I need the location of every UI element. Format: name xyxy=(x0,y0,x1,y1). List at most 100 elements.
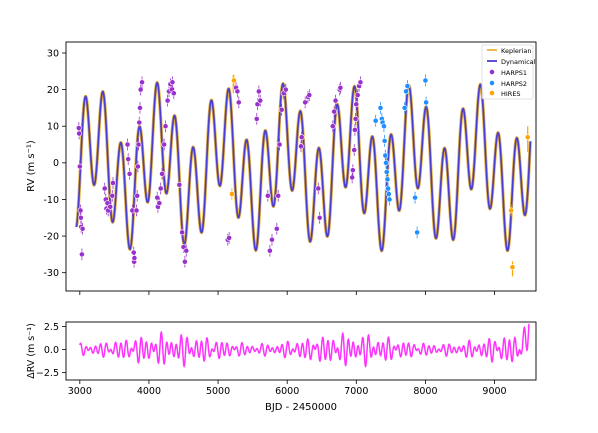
residual-y-tick-label: −2.5 xyxy=(36,368,59,379)
harps1-point xyxy=(137,83,144,96)
harps1-point xyxy=(298,131,305,144)
residual-line xyxy=(79,323,530,368)
legend-label-harps1: HARPS1 xyxy=(501,69,527,77)
legend-label-keplerian: Keplerian xyxy=(501,47,531,55)
harps2-point xyxy=(383,166,390,178)
legend-item-harps2: HARPS2 xyxy=(489,80,527,88)
harps2-point xyxy=(384,173,391,186)
legend-item-hires: HIRES xyxy=(489,90,521,98)
harps1-point xyxy=(316,211,323,224)
legend-item-keplerian: Keplerian xyxy=(487,47,531,55)
harps1-point xyxy=(276,138,283,151)
harps1-point xyxy=(161,138,168,151)
harps1-point xyxy=(101,182,108,195)
harps2-point xyxy=(401,102,408,114)
harps1-point xyxy=(159,167,165,180)
x-axis-label: BJD - 2450000 xyxy=(265,402,337,413)
harps1-point xyxy=(183,244,190,257)
rv-panel: 30 20 10 0 -10 -20 -30 RV (m s⁻¹) xyxy=(26,41,537,295)
harps2-point xyxy=(423,96,430,109)
harps2-point xyxy=(414,226,421,239)
rv-y-tick-label: 10 xyxy=(47,122,59,133)
harps2-point xyxy=(385,188,392,200)
harps1-point xyxy=(234,85,241,98)
harps1-point xyxy=(131,252,138,264)
harps2-point xyxy=(404,80,411,92)
residual-x-ticks: 3000 4000 5000 6000 7000 8000 9000 xyxy=(68,380,507,397)
harps1-point xyxy=(126,167,133,180)
legend-item-harps1: HARPS1 xyxy=(489,69,527,77)
x-tick-label: 5000 xyxy=(206,386,230,397)
x-tick-label: 4000 xyxy=(137,386,161,397)
harps1-point xyxy=(76,160,83,173)
harps2-point xyxy=(372,114,379,127)
harps1-point xyxy=(253,113,260,125)
harps1-point xyxy=(109,189,116,202)
harps1-point xyxy=(107,200,114,213)
rv-y-tick-label: 30 xyxy=(47,48,59,59)
harps2-point xyxy=(422,74,429,87)
harps1-point xyxy=(266,244,273,257)
harps1-point xyxy=(315,182,322,195)
harps1-point xyxy=(357,76,364,89)
harps1-point xyxy=(306,89,313,101)
harps1-point xyxy=(332,94,339,107)
rv-y-axis-label: RV (m s⁻¹) xyxy=(26,140,37,192)
harps1-point xyxy=(351,144,358,156)
harps1-point xyxy=(133,204,140,217)
x-tick-label: 8000 xyxy=(413,386,437,397)
harps1-point xyxy=(298,140,304,153)
harps1-point xyxy=(125,153,132,166)
harps1-point xyxy=(255,85,262,98)
x-tick-label: 7000 xyxy=(344,386,368,397)
harps1-point xyxy=(76,127,83,140)
rv-y-tick-label: -30 xyxy=(43,268,59,279)
harps2-point xyxy=(377,102,384,114)
hires-point xyxy=(228,188,235,200)
residual-y-tick-label: 2.5 xyxy=(44,322,59,333)
legend-label-harps2: HARPS2 xyxy=(501,80,527,88)
harps1-point xyxy=(352,113,359,125)
harps1-point xyxy=(135,138,142,151)
harps1-point xyxy=(235,96,242,109)
harps1-point xyxy=(354,89,361,101)
harps1-point xyxy=(170,87,177,100)
legend: Keplerian Dynamical HARPS1 HARPS2 HIRES xyxy=(481,44,536,100)
harps1-point xyxy=(162,120,169,133)
harps1-point xyxy=(257,94,264,107)
harps2-point xyxy=(383,156,389,169)
harps2-point xyxy=(386,193,393,206)
harps2-point xyxy=(381,135,388,147)
harps1-point xyxy=(110,177,116,189)
harps1-point xyxy=(226,232,233,244)
harps1-point xyxy=(181,255,188,268)
hires-point xyxy=(508,204,515,217)
harps1-point xyxy=(352,124,358,136)
harps1-point xyxy=(179,226,186,239)
residual-panel: 2.50.0−2.5 3000 4000 5000 6000 7000 8000 9000 … xyxy=(26,321,537,413)
harps1-point xyxy=(139,76,145,89)
rv-y-tick-label: -20 xyxy=(43,231,59,242)
harps1-point xyxy=(134,160,141,173)
harps2-point xyxy=(381,120,387,133)
harps1-point xyxy=(124,138,131,151)
x-tick-label: 9000 xyxy=(482,386,506,397)
harps1-point xyxy=(78,248,85,261)
x-tick-label: 3000 xyxy=(68,386,92,397)
rv-curves xyxy=(74,74,532,277)
harps1-point xyxy=(269,233,275,246)
legend-label-dynamical: Dynamical xyxy=(501,58,536,66)
harps1-point xyxy=(337,81,344,94)
harps1-point xyxy=(349,164,356,177)
harps1-point xyxy=(331,105,338,118)
legend-label-hires: HIRES xyxy=(501,90,521,98)
harps1-point xyxy=(329,120,336,133)
rv-y-tick-label: 20 xyxy=(47,85,59,96)
x-tick-label: 6000 xyxy=(275,386,299,397)
rv-y-ticks: 30 20 10 0 -10 -20 -30 xyxy=(43,48,66,279)
harps1-point xyxy=(353,98,360,111)
harps1-point xyxy=(275,189,282,202)
residual-y-tick-label: 0.0 xyxy=(44,345,59,356)
legend-item-dynamical: Dynamical xyxy=(487,58,536,66)
